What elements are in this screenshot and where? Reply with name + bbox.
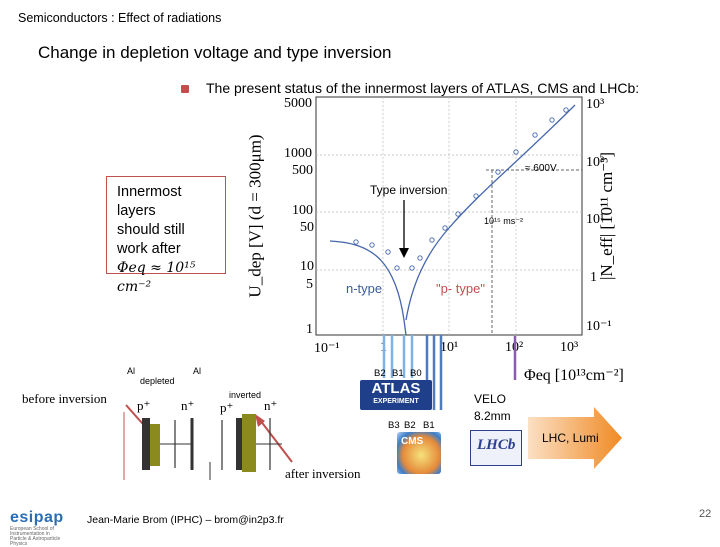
arrow-head-icon bbox=[399, 248, 409, 258]
depletion-curve bbox=[329, 104, 576, 336]
esipap-logo: esipap European School of Instrumentatio… bbox=[10, 509, 66, 547]
label-after-inversion: after inversion bbox=[285, 466, 361, 481]
lhc-arrow-icon bbox=[528, 407, 622, 469]
tick-left-5: 5 bbox=[306, 277, 313, 292]
cms-logo: CMS bbox=[397, 432, 441, 474]
slide-title: Change in depletion voltage and type inv… bbox=[38, 43, 392, 62]
logo-subtitle: European School of Instrumentation in Pa… bbox=[10, 526, 61, 547]
annot-600v: ≈ 600V bbox=[525, 163, 557, 174]
data-points bbox=[353, 107, 569, 271]
n-plus-label-2: n⁺ bbox=[264, 398, 278, 413]
tick-left-100: 100 bbox=[292, 203, 313, 218]
sensor-after-inverted bbox=[242, 414, 256, 472]
tick-left-1: 1 bbox=[306, 322, 313, 337]
tick-right-1000: 10³ bbox=[586, 97, 605, 112]
cms-layer-b2: B2 bbox=[404, 420, 416, 431]
footer-text: Jean-Marie Brom (IPHC) – brom@in2p3.fr bbox=[87, 514, 284, 526]
annot-type-inversion: Type inversion bbox=[370, 183, 448, 197]
inverted-label: inverted bbox=[229, 390, 262, 400]
cms-layer-b1: B1 bbox=[423, 420, 435, 431]
velo-distance: 8.2mm bbox=[474, 409, 511, 423]
p-plus-label-2: p⁺ bbox=[220, 400, 234, 415]
atlas-logo: ATLAS EXPERIMENT bbox=[360, 380, 432, 410]
al-right-label: Al bbox=[193, 366, 202, 376]
depleted-label: depleted bbox=[140, 376, 175, 386]
tick-right-100: 10² bbox=[586, 155, 605, 170]
bullet-text: The present status of the innermost laye… bbox=[206, 80, 640, 96]
sensor-before-al bbox=[142, 418, 150, 470]
page-number: 22 bbox=[699, 508, 712, 520]
tick-right-10: 10¹ bbox=[586, 212, 605, 227]
n-plus-label: n⁺ bbox=[181, 398, 195, 413]
lhc-arrow-label: LHC, Lumi bbox=[542, 431, 599, 445]
atlas-layer-b1: B1 bbox=[392, 368, 404, 379]
atlas-sub: EXPERIMENT bbox=[373, 398, 419, 405]
callout-box: Innermost layers should still work after… bbox=[106, 176, 226, 295]
sensor-after-al bbox=[236, 418, 242, 470]
al-left-label: Al bbox=[127, 366, 136, 376]
tick-left-10: 10 bbox=[300, 259, 314, 274]
tick-x-0.1: 10⁻¹ bbox=[314, 341, 340, 356]
x-axis-label: Φeq [10¹³cm⁻²] bbox=[524, 367, 624, 384]
slide-topic: Semiconductors : Effect of radiations bbox=[18, 11, 222, 25]
atlas-layer-b0: B0 bbox=[410, 368, 422, 379]
callout-line-2: should still work after bbox=[117, 222, 185, 257]
tick-left-5000: 5000 bbox=[284, 96, 312, 111]
label-before-inversion: before inversion bbox=[22, 391, 107, 406]
cms-name: CMS bbox=[401, 436, 424, 447]
tick-left-1000: 1000 bbox=[284, 146, 312, 161]
cms-layer-b3: B3 bbox=[388, 420, 400, 431]
plot-grid bbox=[316, 97, 582, 335]
bullet-icon bbox=[181, 85, 189, 93]
callout-line-1: Innermost layers bbox=[117, 184, 182, 219]
annot-fluence: 10¹⁵ ms⁻² bbox=[484, 216, 523, 226]
tick-x-10: 10¹ bbox=[440, 340, 459, 355]
callout-formula: Φeq ≈ 10¹⁵ cm⁻² bbox=[117, 260, 196, 295]
atlas-name: ATLAS bbox=[371, 380, 421, 397]
tick-left-50: 50 bbox=[300, 220, 314, 235]
atlas-layer-b2: B2 bbox=[374, 368, 386, 379]
arrow-after-head-icon bbox=[255, 414, 265, 427]
sensor-before-depleted bbox=[150, 424, 160, 466]
lhcb-name: LHCb bbox=[477, 437, 516, 453]
tick-left-500: 500 bbox=[292, 163, 313, 178]
tick-right-0.1: 10⁻¹ bbox=[586, 319, 612, 334]
arrow-after bbox=[259, 419, 293, 463]
annot-ntype: n-type bbox=[346, 281, 383, 296]
lhcb-logo: LHCb bbox=[470, 430, 522, 466]
tick-right-1: 1 bbox=[590, 270, 597, 285]
p-plus-label: p⁺ bbox=[137, 398, 151, 413]
annot-ptype: "p- type" bbox=[436, 281, 485, 296]
velo-label: VELO bbox=[474, 392, 507, 406]
logo-text: esipap bbox=[10, 509, 64, 526]
tick-x-1000: 10³ bbox=[560, 340, 579, 355]
